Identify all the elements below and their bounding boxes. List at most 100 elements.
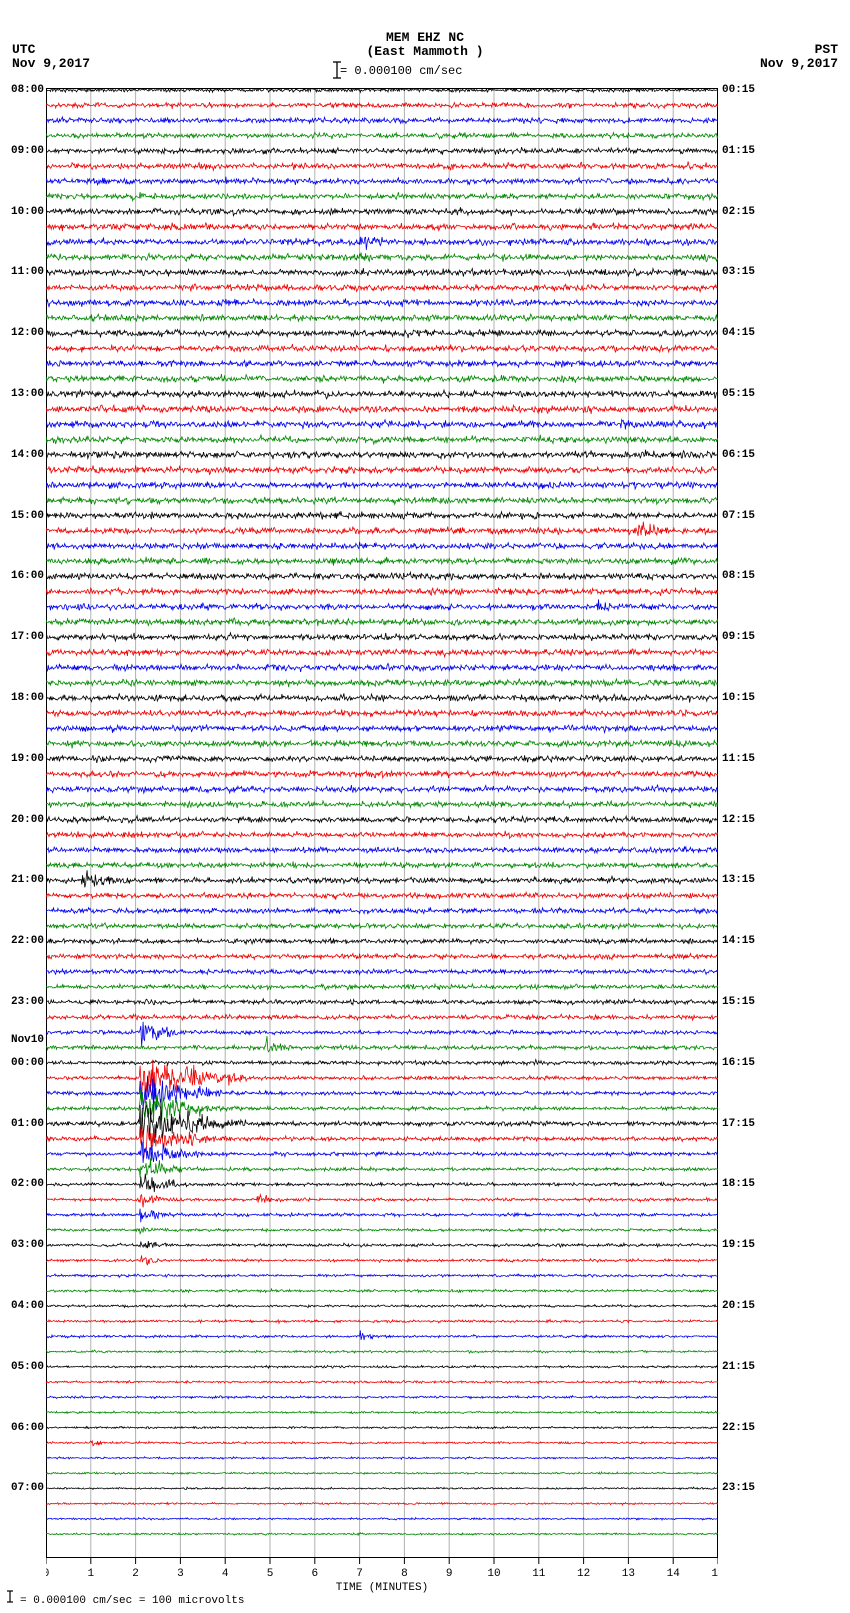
trace-row — [46, 1319, 718, 1323]
trace-row — [46, 192, 718, 201]
trace-row — [46, 374, 718, 384]
trace-row — [46, 938, 718, 945]
trace-row — [46, 450, 718, 459]
utc-hour-label: Nov10 — [2, 1034, 44, 1046]
trace-row — [46, 831, 718, 839]
trace-row — [46, 1472, 718, 1475]
svg-text:4: 4 — [222, 1568, 229, 1580]
seismogram-svg: 0123456789101112131415TIME (MINUTES) — [46, 88, 718, 1598]
trace-row — [46, 984, 718, 990]
pst-hour-label: 11:15 — [722, 753, 755, 765]
svg-text:12: 12 — [577, 1568, 590, 1580]
trace-row — [46, 1209, 718, 1223]
trace-row — [46, 785, 718, 794]
trace-row — [46, 482, 718, 490]
trace-row — [46, 999, 718, 1005]
svg-text:8: 8 — [401, 1568, 408, 1580]
trace-row — [46, 177, 718, 185]
svg-text:1: 1 — [87, 1568, 94, 1580]
trace-row — [46, 1227, 718, 1234]
pst-hour-label: 01:15 — [722, 145, 755, 157]
trace-row — [46, 1195, 718, 1208]
pst-hour-label: 02:15 — [722, 206, 755, 218]
trace-row — [46, 1014, 718, 1020]
scale-text: = 0.000100 cm/sec — [340, 64, 462, 78]
pst-hour-label: 13:15 — [722, 874, 755, 886]
trace-row — [46, 1350, 718, 1353]
trace-row — [46, 649, 718, 657]
trace-row — [46, 1502, 718, 1505]
trace-row — [46, 588, 718, 596]
pst-hour-label: 09:15 — [722, 631, 755, 643]
utc-hour-label: 23:00 — [2, 996, 44, 1008]
trace-row — [46, 1174, 718, 1192]
utc-hour-label: 18:00 — [2, 692, 44, 704]
trace-row — [46, 1380, 718, 1383]
utc-hour-label: 13:00 — [2, 388, 44, 400]
pst-hour-label: 22:15 — [722, 1422, 755, 1434]
trace-row — [46, 599, 718, 610]
pst-hour-label: 08:15 — [722, 570, 755, 582]
trace-row — [46, 1158, 718, 1177]
svg-text:7: 7 — [356, 1568, 363, 1580]
trace-row — [46, 740, 718, 749]
pst-hour-label: 12:15 — [722, 814, 755, 826]
trace-row — [46, 1036, 718, 1052]
trace-row — [46, 132, 718, 139]
pst-hour-label: 14:15 — [722, 935, 755, 947]
trace-row — [46, 511, 718, 519]
utc-hour-label: 05:00 — [2, 1361, 44, 1373]
trace-row — [46, 1289, 718, 1293]
trace-row — [46, 1533, 718, 1536]
utc-hour-label: 07:00 — [2, 1482, 44, 1494]
svg-text:2: 2 — [132, 1568, 139, 1580]
trace-row — [46, 862, 718, 869]
left-timezone: UTC — [12, 42, 35, 57]
pst-hour-label: 06:15 — [722, 449, 755, 461]
seismogram-page: MEM EHZ NC (East Mammoth ) = 0.000100 cm… — [0, 0, 850, 1613]
trace-row — [46, 465, 718, 474]
trace-row — [46, 284, 718, 292]
trace-row — [46, 117, 718, 124]
trace-row — [46, 314, 718, 322]
utc-hour-label: 09:00 — [2, 145, 44, 157]
trace-row — [46, 390, 718, 399]
trace-row — [46, 542, 718, 550]
utc-hour-label: 10:00 — [2, 206, 44, 218]
trace-row — [46, 102, 718, 109]
trace-row — [46, 268, 718, 277]
svg-text:9: 9 — [446, 1568, 453, 1580]
trace-row — [46, 1457, 718, 1460]
utc-hour-label: 06:00 — [2, 1422, 44, 1434]
trace-row — [46, 223, 718, 232]
trace-row — [46, 1241, 718, 1248]
trace-row — [46, 816, 718, 823]
trace-row — [46, 1365, 718, 1368]
utc-hour-label: 01:00 — [2, 1118, 44, 1130]
trace-row — [46, 618, 718, 626]
trace-row — [46, 360, 718, 368]
right-date: Nov 9,2017 — [760, 56, 838, 71]
utc-hour-label: 21:00 — [2, 874, 44, 886]
station-code: MEM EHZ NC — [0, 30, 850, 45]
utc-hour-label: 15:00 — [2, 510, 44, 522]
seismogram-plot: 0123456789101112131415TIME (MINUTES) — [46, 88, 718, 1558]
trace-row — [46, 162, 718, 171]
scale-bar-icon — [332, 60, 344, 82]
trace-row — [46, 1022, 718, 1046]
utc-hour-label: 20:00 — [2, 814, 44, 826]
trace-row — [46, 679, 718, 688]
utc-hour-label: 16:00 — [2, 570, 44, 582]
footer-conversion: = 0.000100 cm/sec = 100 microvolts — [20, 1595, 244, 1607]
trace-row — [46, 298, 718, 307]
pst-hour-label: 07:15 — [722, 510, 755, 522]
trace-row — [46, 329, 718, 338]
utc-hour-label: 08:00 — [2, 84, 44, 96]
pst-hour-label: 21:15 — [722, 1361, 755, 1373]
utc-hour-label: 11:00 — [2, 266, 44, 278]
svg-text:3: 3 — [177, 1568, 184, 1580]
trace-row — [46, 709, 718, 717]
trace-row — [46, 870, 718, 887]
utc-hour-label: 19:00 — [2, 753, 44, 765]
trace-row — [46, 633, 718, 641]
